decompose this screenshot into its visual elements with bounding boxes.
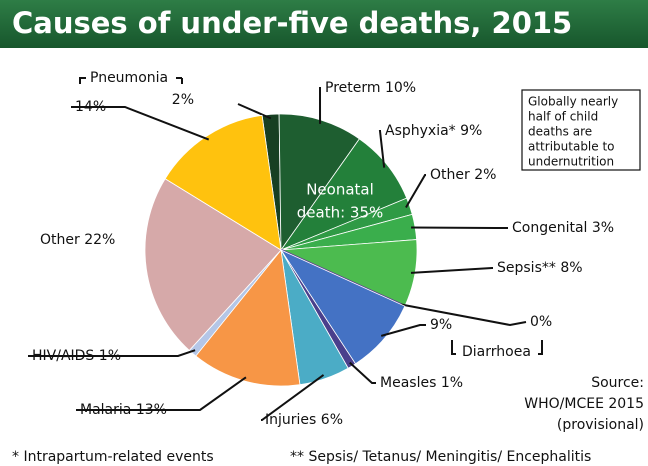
leader-line	[28, 349, 196, 357]
chart-title: Causes of under-five deaths, 2015	[12, 6, 572, 40]
slice-value: 2%	[474, 167, 496, 183]
slice-category: Other	[40, 232, 80, 248]
leader-line	[71, 106, 210, 141]
slice-category: Injuries	[265, 412, 316, 428]
slice-value: 9%	[430, 317, 452, 333]
slice-label: Other 2%	[430, 167, 496, 183]
slice-category: HIV/AIDS	[32, 348, 94, 364]
slice-category: Preterm	[325, 80, 381, 96]
leader-line	[410, 267, 493, 274]
slice-category: Malaria	[80, 402, 131, 418]
note-line: Globally nearly	[528, 95, 618, 109]
slice-value: 10%	[385, 80, 416, 96]
leader-line	[401, 303, 527, 327]
slice-value: 8%	[560, 260, 582, 276]
slice-value: 14%	[75, 99, 106, 115]
slice-value: 0%	[530, 314, 552, 330]
slice-label: 9%	[430, 317, 452, 333]
group-label: Diarrhoea	[462, 344, 531, 360]
note-line: deaths are	[528, 125, 592, 139]
leader-line	[237, 103, 272, 120]
slice-label: Asphyxia* 9%	[385, 123, 482, 139]
source-line: Source:	[591, 375, 644, 391]
slice-label: Malaria 13%	[80, 402, 167, 418]
slice-label: Sepsis** 8%	[497, 260, 583, 276]
slice-value: 22%	[84, 232, 115, 248]
pie-slice	[144, 178, 282, 351]
slice-label: Other 22%	[40, 232, 115, 248]
note-line: undernutrition	[528, 155, 614, 169]
neonatal-label: death: 35%	[297, 204, 384, 222]
slice-value: 1%	[441, 375, 463, 391]
leader-line	[405, 174, 426, 208]
footnote: ** Sepsis/ Tetanus/ Meningitis/ Encephal…	[290, 449, 591, 465]
pie-slice	[164, 114, 282, 251]
slice-category: Measles	[380, 375, 436, 391]
slice-value: 1%	[99, 348, 121, 364]
leader-line	[318, 87, 322, 124]
group-label: Pneumonia	[90, 70, 168, 86]
slice-label: 14%	[75, 99, 106, 115]
leader-line	[378, 130, 386, 168]
leader-line	[76, 376, 247, 411]
slice-label: Congenital 3%	[512, 220, 614, 236]
slice-value: 13%	[136, 402, 167, 418]
slice-label: Measles 1%	[380, 375, 463, 391]
slice-label: HIV/AIDS 1%	[32, 348, 121, 364]
note-line: attributable to	[528, 140, 615, 154]
slice-category: Congenital	[512, 220, 587, 236]
footnote: * Intrapartum-related events	[12, 449, 214, 465]
source-line: WHO/MCEE 2015	[524, 396, 644, 412]
slice-label: 2%	[172, 92, 194, 108]
slice-label: Injuries 6%	[265, 412, 343, 428]
note-line: half of child	[528, 110, 598, 124]
slice-category: Asphyxia*	[385, 123, 456, 139]
diarrhoea-bracket	[451, 340, 543, 355]
title-bar	[0, 0, 648, 48]
slice-category: Other	[430, 167, 470, 183]
source-line: (provisional)	[557, 417, 644, 433]
leader-line	[349, 361, 376, 384]
slice-value: 3%	[592, 220, 614, 236]
slice-value: 6%	[321, 412, 343, 428]
slice-label: Preterm 10%	[325, 80, 416, 96]
leader-line	[380, 324, 426, 337]
slice-value: 2%	[172, 92, 194, 108]
leader-line	[261, 374, 325, 421]
slice-label: 0%	[530, 314, 552, 330]
note-box	[521, 89, 641, 171]
pie-slice	[195, 249, 301, 387]
pneumonia-bracket	[79, 77, 183, 84]
slice-category: Sepsis**	[497, 260, 556, 276]
neonatal-label: Neonatal	[306, 181, 374, 199]
pie-slice	[278, 113, 360, 252]
slice-value: 9%	[460, 123, 482, 139]
